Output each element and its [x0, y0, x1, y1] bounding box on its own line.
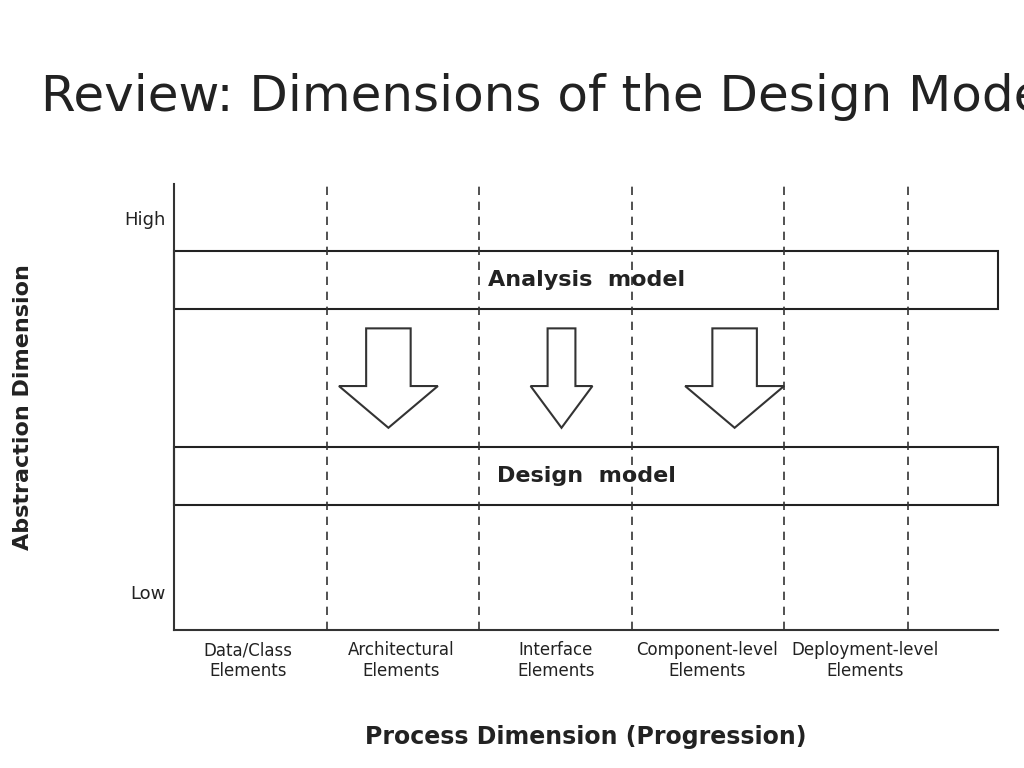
Text: High: High: [125, 211, 166, 229]
Text: Review: Dimensions of the Design Model: Review: Dimensions of the Design Model: [41, 73, 1024, 121]
Text: Architectural
Elements: Architectural Elements: [347, 641, 454, 680]
Polygon shape: [339, 329, 438, 428]
Bar: [174, 447, 998, 505]
Text: Design  model: Design model: [497, 466, 676, 486]
Text: Component-level
Elements: Component-level Elements: [637, 641, 778, 680]
Text: Process Dimension (Progression): Process Dimension (Progression): [366, 725, 807, 750]
Text: Abstraction Dimension: Abstraction Dimension: [12, 264, 33, 550]
Bar: [174, 251, 998, 309]
Polygon shape: [530, 329, 593, 428]
Polygon shape: [685, 329, 784, 428]
Text: Deployment-level
Elements: Deployment-level Elements: [792, 641, 938, 680]
Text: Data/Class
Elements: Data/Class Elements: [204, 641, 293, 680]
Text: Analysis  model: Analysis model: [487, 270, 685, 290]
Text: Interface
Elements: Interface Elements: [517, 641, 595, 680]
Text: Low: Low: [130, 585, 166, 603]
